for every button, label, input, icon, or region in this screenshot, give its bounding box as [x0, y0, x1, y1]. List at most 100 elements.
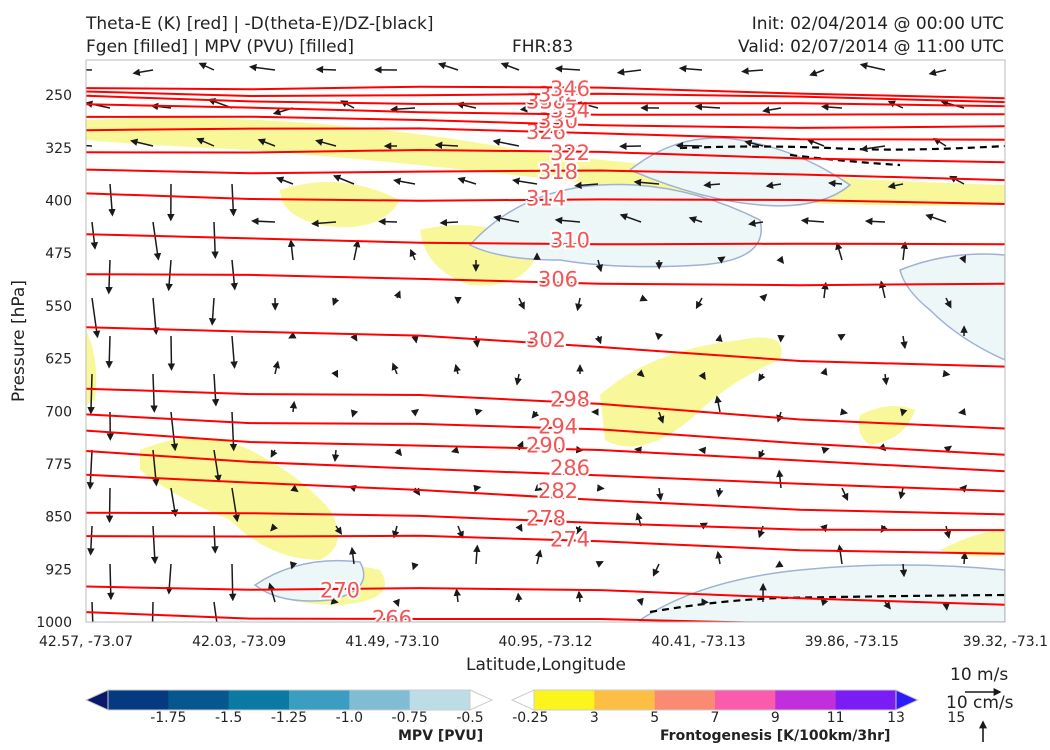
colorbar-swatch [409, 690, 471, 710]
wind-vector [331, 449, 340, 462]
wind-vector [594, 335, 602, 345]
wind-vector [717, 256, 726, 264]
mpv-tick-label: -1.25 [271, 710, 307, 726]
dashed-contour [679, 144, 1005, 151]
wind-vector [821, 103, 843, 111]
theta-e-label: 306 [538, 267, 578, 291]
colorbar-swatch [228, 690, 290, 710]
x-axis: 42.57, -73.07 42.03, -73.09 41.49, -73.10 4… [39, 634, 1048, 650]
wind-vector [151, 297, 160, 335]
filled-region [140, 437, 338, 560]
wind-vector [86, 69, 93, 71]
wind-vector [715, 487, 724, 498]
wind-vector [943, 445, 953, 454]
x-tick-label: 40.95, -73.12 [498, 634, 592, 650]
theta-e-label: 282 [538, 479, 578, 503]
wind-vector [211, 221, 219, 259]
theta-e-line [86, 534, 1005, 555]
wind-vector [531, 335, 539, 347]
mpv-colorbar-label: MPV [PVU] [398, 728, 484, 744]
wind-vector [228, 563, 237, 602]
wind-vector [837, 333, 846, 341]
wind-vector [518, 297, 525, 310]
wind-vector [251, 217, 276, 226]
y-tick-label: 700 [45, 404, 72, 420]
theta-e-label: 286 [550, 456, 590, 480]
fgen-tick-label: 15 [947, 710, 965, 726]
wind-vector [775, 560, 784, 568]
wind-vector [809, 69, 825, 77]
y-tick-label: 1000 [36, 615, 72, 631]
theta-e-line [86, 168, 1005, 182]
wind-vector [350, 333, 358, 342]
wind-vector [211, 373, 220, 407]
x-tick-label: 41.49, -73.10 [345, 634, 439, 650]
wind-vector [942, 369, 951, 378]
wind-vector [334, 525, 343, 535]
init-time: Init: 02/04/2014 @ 00:00 UTC [751, 14, 1004, 34]
wind-vector [595, 561, 604, 568]
wind-vector [332, 297, 340, 306]
dashed-contour [789, 153, 901, 167]
y-tick-label: 400 [45, 194, 72, 210]
wind-vector [230, 335, 238, 369]
wind-vector [828, 179, 843, 188]
filled-region [253, 559, 365, 602]
y-tick-label: 325 [45, 141, 72, 157]
wind-vector [257, 138, 276, 147]
colorbar-swatch [715, 690, 776, 710]
theta-e-line [86, 413, 1005, 456]
wind-vector [456, 525, 464, 539]
wind-vector [859, 62, 886, 71]
wind-vector [150, 525, 159, 565]
colorbar-extend [469, 689, 494, 711]
wind-vector [231, 487, 240, 523]
theta-e-label: 310 [550, 229, 590, 253]
wind-vector [657, 411, 665, 424]
wind-vector [450, 446, 460, 454]
wind-vector [925, 213, 947, 223]
wind-vector [595, 259, 603, 273]
theta-e-line [86, 148, 1005, 164]
wind-vector [515, 592, 523, 603]
wind-vector [170, 487, 179, 518]
wind-vector [350, 409, 359, 418]
wind-vector [332, 174, 355, 185]
wind-vector [315, 65, 337, 74]
theta-e-label: 322 [550, 141, 590, 165]
x-tick-label: 39.32, -73.1 [963, 634, 1048, 650]
wind-vector [554, 216, 581, 225]
mpv-tick-label: -0.25 [512, 710, 548, 726]
wind-vector [898, 487, 906, 500]
theta-e-label: 274 [550, 528, 590, 552]
wind-vector [748, 219, 764, 227]
fgen-tick-label: 5 [650, 710, 659, 726]
forecast-hour: FHR:83 [512, 37, 574, 57]
wind-vector [656, 487, 664, 502]
wind-vector [409, 248, 417, 261]
wind-vector [554, 65, 581, 73]
wind-vector [229, 183, 237, 217]
wind-vector [534, 484, 543, 492]
wind-vector [270, 449, 278, 458]
wind-vector [694, 103, 721, 111]
wind-vector [575, 590, 584, 603]
wind-vector [434, 141, 459, 149]
wind-vector [881, 373, 890, 386]
wind-vector [393, 177, 416, 186]
wind-vector [91, 297, 101, 339]
wind-vector [762, 106, 782, 114]
y-tick-label: 475 [45, 246, 72, 262]
wind-vector [390, 105, 416, 113]
wind-vector [91, 601, 94, 622]
mpv-tick-label: -1.75 [150, 710, 186, 726]
mpv-tick-label: -1.5 [215, 710, 242, 726]
wind-legend-vertical: 10 cm/s [946, 693, 1014, 713]
colorbar-swatch [835, 690, 897, 710]
wind-vector [806, 138, 825, 147]
wind-vector [899, 563, 908, 578]
wind-vector [928, 68, 947, 77]
wind-vector [864, 217, 886, 226]
wind-vector [515, 523, 523, 533]
mpv-tick-label: -0.5 [456, 710, 483, 726]
